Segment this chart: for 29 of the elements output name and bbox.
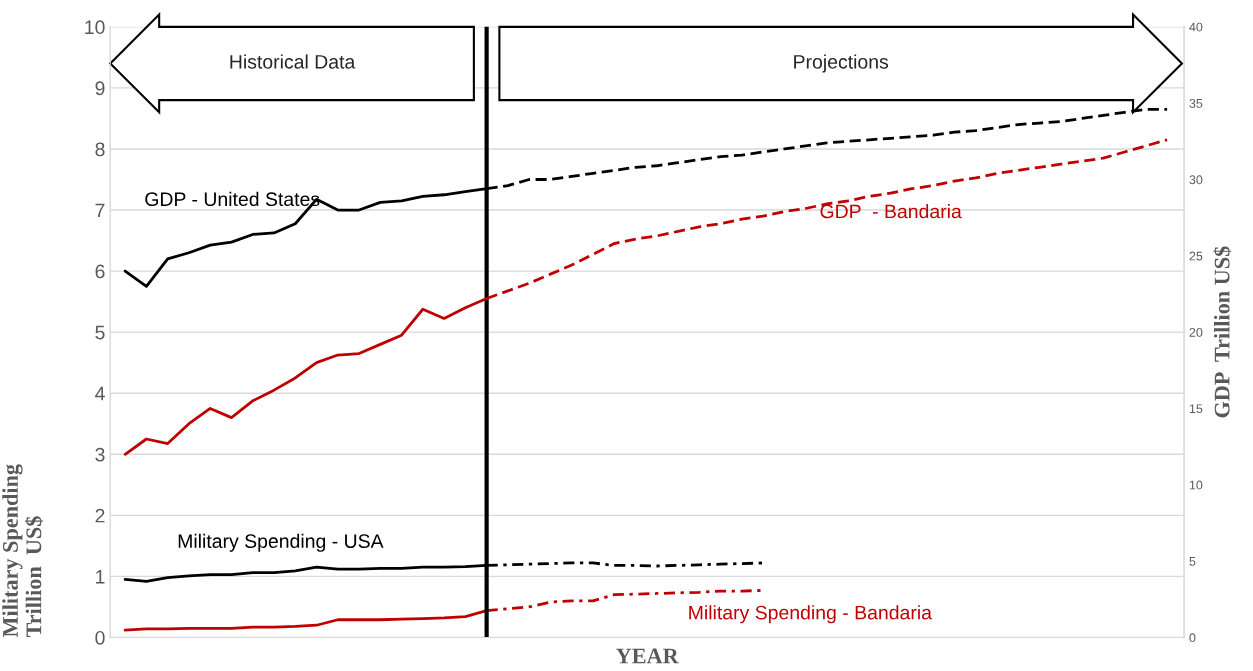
y2-tick-label: 20 (1189, 327, 1203, 337)
y-tick-label: 0 (95, 630, 105, 645)
y2-tick-label: 0 (1189, 633, 1196, 643)
y-tick-label: 10 (85, 20, 105, 35)
y-tick-label: 6 (95, 264, 105, 279)
annotation: Historical Data (230, 54, 356, 69)
y-tick-label: 2 (95, 508, 105, 523)
y-tick-label: 9 (95, 81, 105, 96)
annotation: GDP - Bandaria (820, 204, 962, 219)
y2-tick-label: 35 (1189, 98, 1203, 108)
y2-tick-label: 10 (1189, 480, 1203, 490)
annotation: Military Spending - USA (178, 533, 384, 552)
y2-tick-label: 25 (1189, 251, 1203, 261)
annotation: GDP - United States (145, 191, 320, 207)
x-axis-title: YEAR (616, 648, 679, 664)
y-tick-label: 1 (96, 570, 105, 584)
y-tick-label: 3 (95, 447, 105, 462)
y-tick-label: 5 (95, 325, 105, 340)
y-axis-title: Military Spending Trillion US$ (2, 464, 43, 638)
y-tick-label: 4 (95, 386, 105, 401)
y-tick-label: 8 (95, 142, 105, 157)
y-tick-label: 7 (95, 203, 105, 218)
y2-tick-label: 15 (1189, 404, 1203, 414)
y2-tick-label: 30 (1189, 175, 1203, 185)
y2-tick-label: 5 (1189, 557, 1196, 566)
annotation: Projections (794, 54, 889, 73)
y2-tick-label: 40 (1189, 22, 1203, 32)
y2-axis-title: GDP Trillion US$ (1213, 246, 1232, 418)
annotation: Military Spending - Bandaria (689, 605, 932, 624)
